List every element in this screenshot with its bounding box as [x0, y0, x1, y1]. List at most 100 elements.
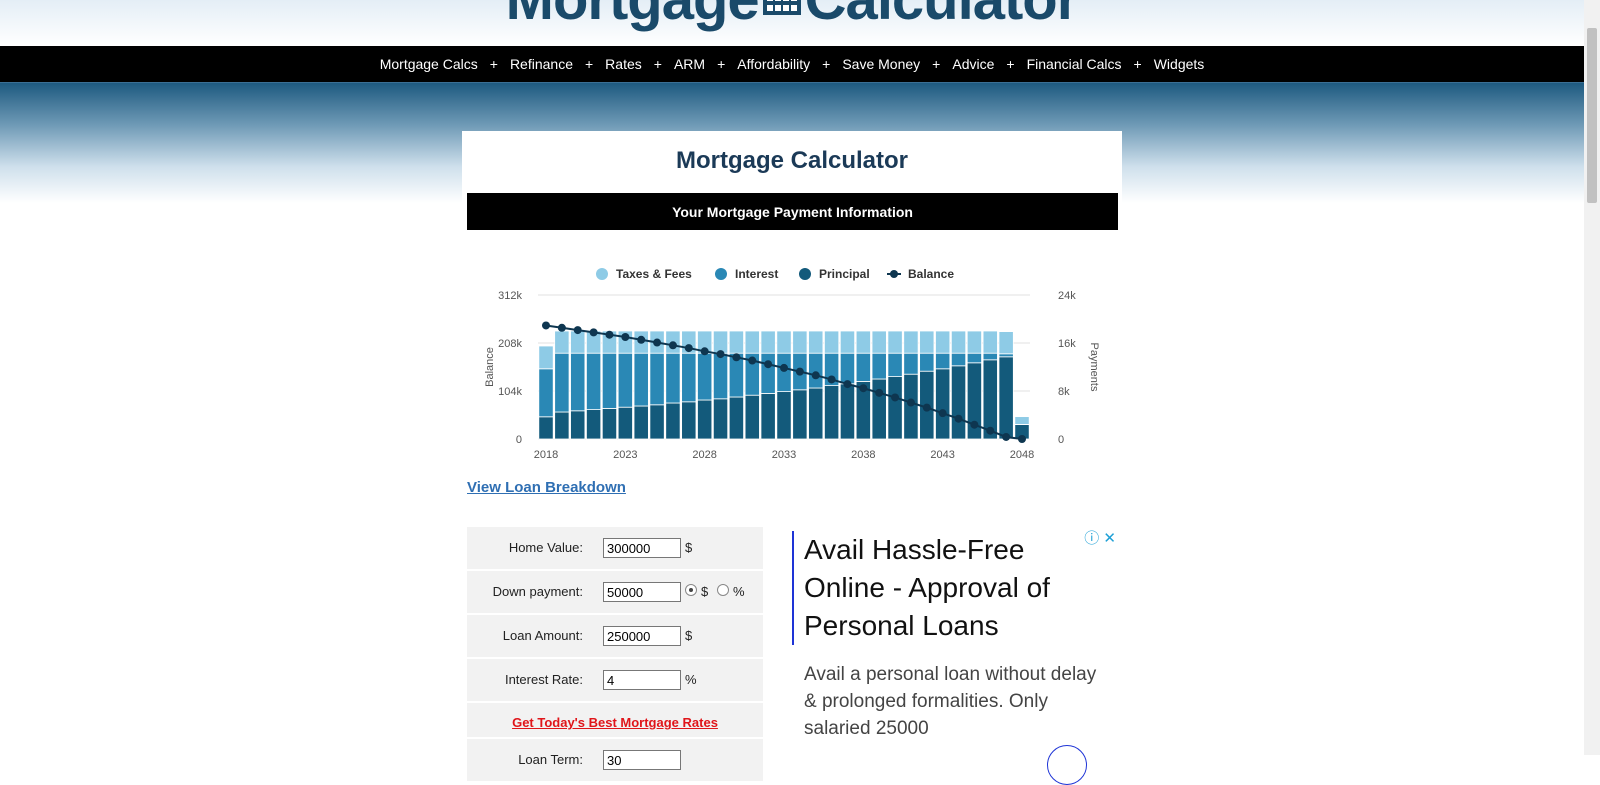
nav-item-mortgage-calcs[interactable]: Mortgage Calcs [378, 56, 480, 72]
site-logo[interactable]: Mortgage Calculator [0, 0, 1584, 30]
legend-marker-taxes-fees [596, 268, 608, 280]
balance-point [669, 341, 677, 349]
nav-item-refinance[interactable]: Refinance [508, 56, 575, 72]
bar-principal [539, 417, 553, 439]
bar-interest [920, 353, 934, 371]
bar-interest [539, 369, 553, 417]
bar-principal [951, 366, 965, 439]
down-payment-dollar-radio[interactable] [685, 584, 697, 596]
loan-term-label: Loan Term: [518, 752, 583, 767]
interest-rate-input[interactable] [603, 670, 681, 690]
loan-amount-input[interactable] [603, 626, 681, 646]
x-axis-tick-label: 2028 [692, 449, 716, 461]
bar-interest [856, 353, 870, 381]
balance-point [558, 324, 566, 332]
bar-taxes-fees [555, 331, 569, 353]
balance-point [986, 427, 994, 435]
main-nav: Mortgage Calcs + Refinance + Rates + ARM… [0, 46, 1584, 83]
bar-principal [586, 410, 600, 439]
balance-point [843, 380, 851, 388]
down-payment-input[interactable] [603, 582, 681, 602]
bar-interest [602, 353, 616, 408]
page-title: Mortgage Calculator [462, 147, 1122, 175]
bar-principal [824, 386, 838, 439]
bar-interest [872, 353, 886, 379]
nav-item-financial-calcs[interactable]: Financial Calcs [1025, 56, 1124, 72]
bar-interest [983, 353, 997, 360]
bar-interest [777, 353, 791, 391]
nav-item-widgets[interactable]: Widgets [1152, 56, 1207, 72]
payment-info-header: Your Mortgage Payment Information [467, 193, 1118, 230]
bar-principal [697, 400, 711, 439]
x-axis-tick-label: 2038 [851, 449, 875, 461]
left-axis-tick-label: 208k [498, 338, 522, 350]
balance-point [970, 421, 978, 429]
x-axis-tick-label: 2018 [534, 449, 558, 461]
ad-headline[interactable]: Avail Hassle-Free Online - Approval of P… [792, 531, 1074, 645]
ad-controls: ⓘ ✕ [1084, 527, 1116, 548]
nav-separator: + [1124, 56, 1152, 72]
advertisement[interactable]: ⓘ ✕ Avail Hassle-Free Online - Approval … [792, 527, 1122, 755]
down-payment-percent-radio[interactable] [717, 584, 729, 596]
bar-taxes-fees [904, 331, 918, 353]
bar-interest [888, 353, 902, 376]
home-value-unit: $ [685, 540, 692, 555]
balance-point [574, 326, 582, 334]
bar-principal [745, 395, 759, 439]
balance-point [796, 368, 804, 376]
balance-point [732, 353, 740, 361]
rates-link-row: Get Today's Best Mortgage Rates [467, 703, 763, 739]
home-value-input[interactable] [603, 538, 681, 558]
legend-balance-marker [890, 270, 898, 278]
bar-interest [697, 353, 711, 400]
bar-interest [761, 353, 775, 393]
balance-point [875, 389, 883, 397]
bar-interest [650, 353, 664, 405]
x-axis-tick-label: 2033 [772, 449, 796, 461]
loan-amount-unit: $ [685, 628, 692, 643]
balance-point [955, 415, 963, 423]
nav-item-affordability[interactable]: Affordability [735, 56, 812, 72]
bar-taxes-fees [539, 346, 553, 369]
ad-close-icon[interactable]: ✕ [1103, 530, 1116, 547]
balance-point [859, 384, 867, 392]
interest-rate-unit: % [685, 672, 697, 687]
page-scrollbar[interactable] [1584, 0, 1600, 755]
home-value-row: Home Value: $ [467, 527, 763, 571]
ad-info-icon[interactable]: ⓘ [1084, 530, 1099, 547]
legend-label: Balance [908, 267, 954, 281]
nav-item-arm[interactable]: ARM [672, 56, 707, 72]
view-loan-breakdown-link[interactable]: View Loan Breakdown [467, 479, 626, 496]
nav-item-save-money[interactable]: Save Money [840, 56, 922, 72]
left-axis-tick-label: 104k [498, 386, 522, 398]
bar-interest [967, 353, 981, 363]
bar-principal [571, 411, 585, 439]
legend-marker-principal [799, 268, 811, 280]
bar-taxes-fees [793, 331, 807, 353]
nav-separator: + [996, 56, 1024, 72]
bar-interest [935, 353, 949, 369]
scrollbar-thumb[interactable] [1587, 28, 1597, 203]
bar-principal [729, 397, 743, 439]
nav-item-advice[interactable]: Advice [950, 56, 996, 72]
bar-taxes-fees [571, 331, 585, 353]
bar-taxes-fees [809, 331, 823, 353]
bar-taxes-fees [745, 331, 759, 353]
loan-term-input[interactable] [603, 750, 681, 770]
nav-item-rates[interactable]: Rates [603, 56, 644, 72]
bar-taxes-fees [951, 331, 965, 353]
bar-interest [840, 353, 854, 384]
nav-separator: + [644, 56, 672, 72]
left-axis-tick-label: 0 [516, 434, 522, 446]
loan-amount-label: Loan Amount: [503, 628, 583, 643]
ad-arrow-button[interactable] [1047, 745, 1087, 785]
bar-principal [872, 379, 886, 439]
down-payment-dollar-unit: $ [701, 584, 708, 599]
balance-point [764, 360, 772, 368]
bar-taxes-fees [888, 331, 902, 353]
best-mortgage-rates-link[interactable]: Get Today's Best Mortgage Rates [467, 715, 763, 730]
balance-point [891, 393, 899, 401]
x-axis-tick-label: 2043 [930, 449, 954, 461]
balance-point [685, 344, 693, 352]
nav-separator: + [922, 56, 950, 72]
